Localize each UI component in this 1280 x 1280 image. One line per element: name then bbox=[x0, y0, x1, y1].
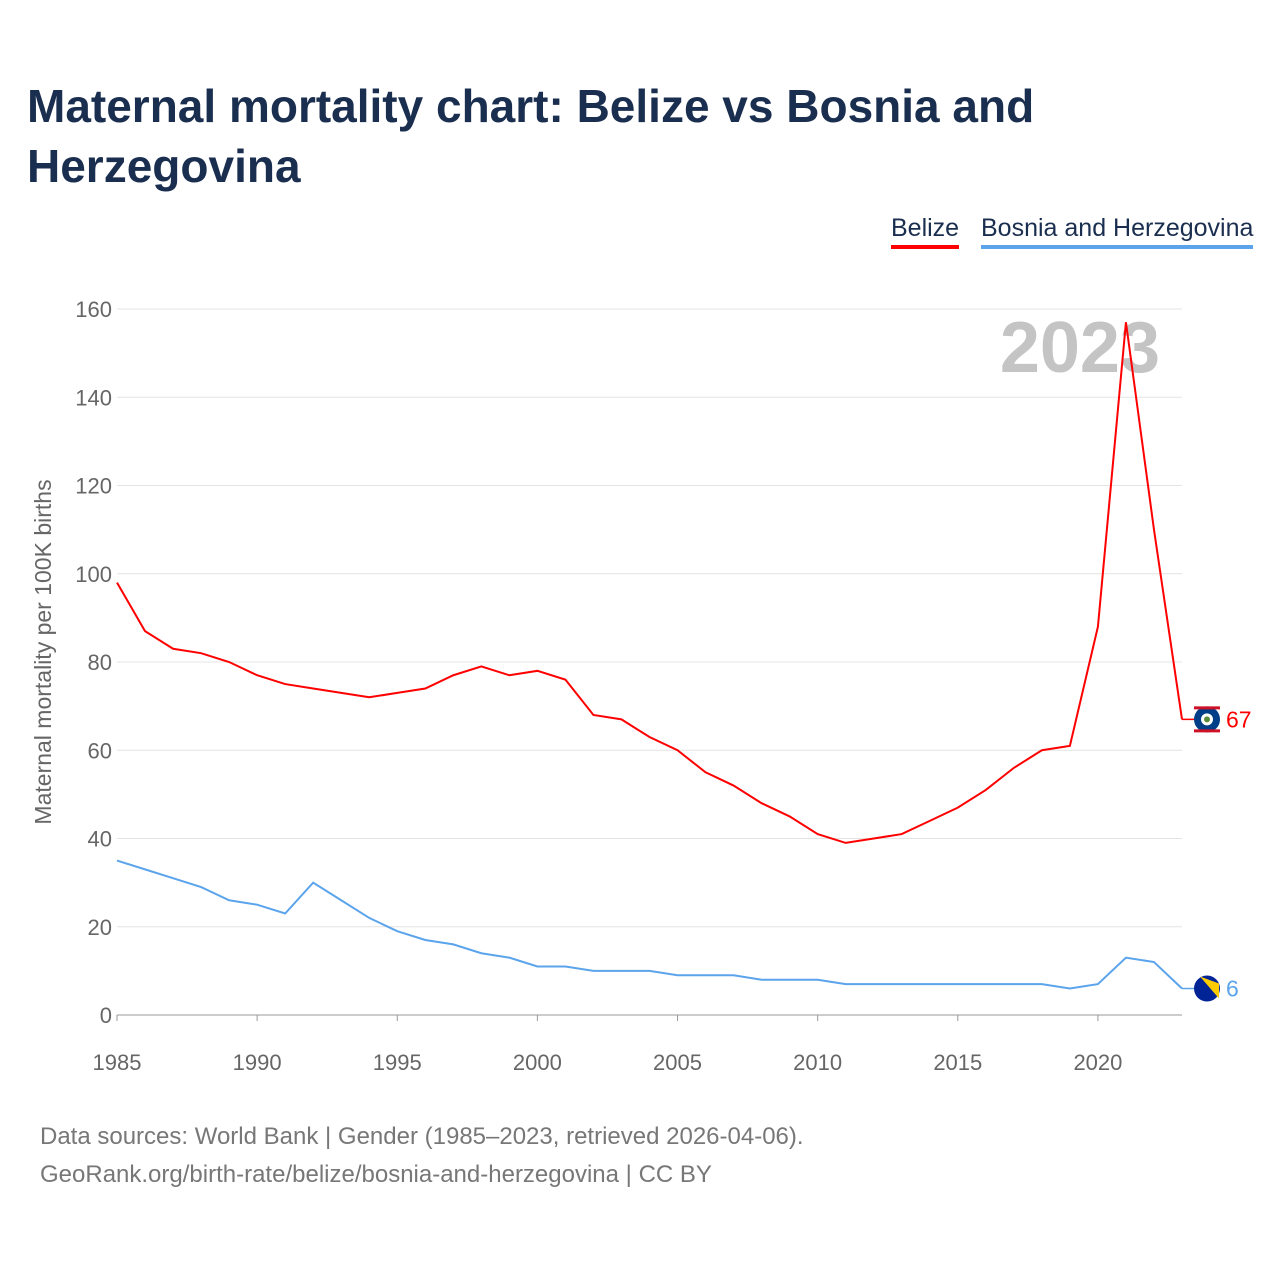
x-tick-label: 1990 bbox=[233, 1050, 282, 1075]
y-tick-label: 0 bbox=[100, 1003, 112, 1028]
legend-bosnia[interactable]: Bosnia and Herzegovina bbox=[981, 214, 1254, 249]
chart-title: Maternal mortality chart: Belize vs Bosn… bbox=[27, 80, 1035, 192]
end-value-label: 6 bbox=[1226, 976, 1239, 1002]
x-tick-label: 1995 bbox=[373, 1050, 422, 1075]
source-link[interactable]: GeoRank.org/birth-rate/belize/bosnia-and… bbox=[40, 1161, 712, 1188]
y-tick-label: 140 bbox=[75, 385, 112, 410]
y-axis-label: Maternal mortality per 100K births bbox=[30, 479, 56, 824]
data-source: Data sources: World Bank | Gender (1985–… bbox=[40, 1123, 804, 1150]
bosnia-flag-icon bbox=[1194, 975, 1220, 1002]
y-tick-label: 100 bbox=[75, 562, 112, 587]
x-tick-label: 1985 bbox=[93, 1050, 142, 1075]
x-tick-label: 2015 bbox=[933, 1050, 982, 1075]
x-tick-label: 2000 bbox=[513, 1050, 562, 1075]
y-tick-label: 160 bbox=[75, 297, 112, 322]
belize-flag-icon bbox=[1194, 706, 1220, 733]
y-tick-label: 60 bbox=[88, 738, 112, 763]
end-value-label: 67 bbox=[1226, 706, 1252, 732]
year-watermark: 2023 bbox=[1000, 308, 1160, 388]
y-tick-label: 80 bbox=[88, 650, 112, 675]
y-tick-label: 20 bbox=[88, 915, 112, 940]
y-tick-label: 120 bbox=[75, 474, 112, 499]
x-tick-label: 2005 bbox=[653, 1050, 702, 1075]
line-chart: 0 20 40 60 80 100 120 140 160 1985 1990 1995 2000 200… bbox=[30, 297, 1252, 1075]
series-line-belize[interactable] bbox=[116, 322, 1183, 844]
x-tick-label: 2020 bbox=[1073, 1050, 1122, 1075]
series-line-bosnia[interactable] bbox=[116, 859, 1183, 990]
y-tick-label: 40 bbox=[88, 827, 112, 852]
footer: Data sources: World Bank | Gender (1985–… bbox=[40, 1118, 804, 1194]
x-tick-label: 2010 bbox=[793, 1050, 842, 1075]
legend-belize[interactable]: Belize bbox=[891, 214, 960, 249]
